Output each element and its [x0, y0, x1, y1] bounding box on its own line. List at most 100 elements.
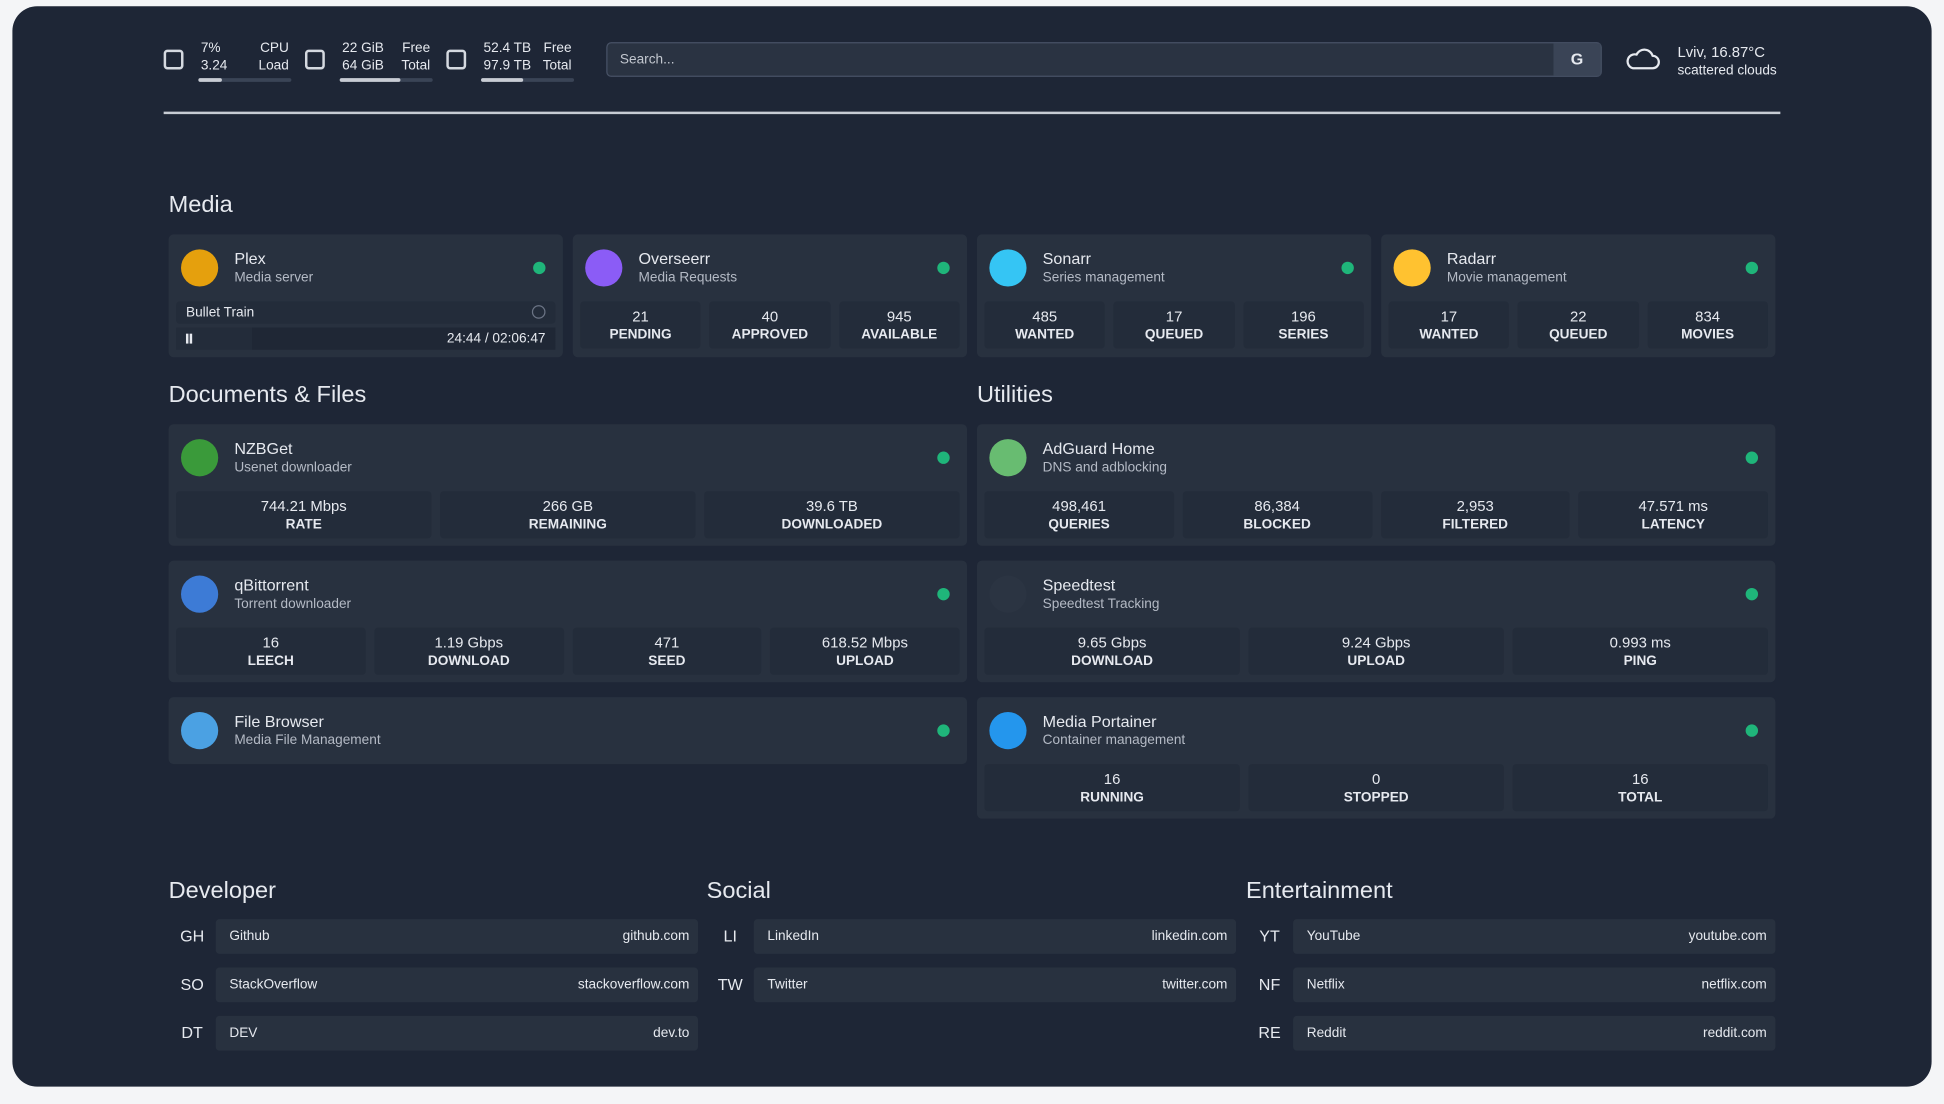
service-name: Speedtest: [1042, 574, 1116, 594]
service-card[interactable]: Sonarr Series management 485 WANTED 17 QUEUED…: [976, 234, 1372, 358]
resource-bar: [198, 78, 292, 82]
field-label: BLOCKED: [1243, 517, 1311, 533]
service-card[interactable]: Overseerr Media Requests 21 PENDING 40 APPROV…: [572, 234, 968, 358]
bookmark-body: Reddit reddit.com: [1293, 1015, 1776, 1051]
service-card[interactable]: Plex Media server Bullet Train 24:44 / 02:0…: [168, 234, 563, 358]
field-value: 16: [262, 633, 280, 652]
service-description: Torrent downloader: [234, 596, 352, 611]
resource-label2: Total: [401, 58, 431, 74]
bookmark-group-title: Developer: [168, 878, 276, 905]
field-value: 16: [1103, 770, 1121, 788]
status-dot: [1341, 261, 1354, 275]
service-card[interactable]: qBittorrent Torrent downloader 16 LEECH 1.19…: [168, 560, 968, 683]
field: 16 RUNNING: [984, 764, 1240, 812]
bookmark-abbr: LI: [723, 926, 737, 946]
field-value: 2,953: [1456, 497, 1494, 515]
field: 21 PENDING: [580, 301, 701, 349]
service-text: Overseerr Media Requests: [638, 249, 737, 287]
bookmark[interactable]: GH Github github.com: [169, 919, 699, 954]
field-label: UPLOAD: [1347, 653, 1405, 669]
settings-icon[interactable]: [531, 305, 546, 319]
field-label: FILTERED: [1442, 517, 1509, 533]
bookmark[interactable]: YT YouTube youtube.com: [1246, 919, 1776, 954]
service-icon: [181, 575, 219, 613]
bookmark[interactable]: TW Twitter twitter.com: [707, 967, 1237, 1003]
weather-condition: scattered clouds: [1677, 63, 1777, 79]
resource-value: 22 GiB: [342, 40, 384, 56]
field-value: 266 GB: [542, 497, 594, 515]
field-value: 471: [654, 633, 680, 652]
service-icon: [181, 439, 219, 477]
service-fields: 17 WANTED 22 QUEUED 834 MOVIES: [1381, 301, 1775, 356]
resource-icon: [163, 49, 184, 70]
service-icon: [181, 711, 219, 750]
resource-label: Free: [402, 40, 431, 56]
field: 16 LEECH: [176, 627, 366, 675]
service-card[interactable]: Radarr Movie management 17 WANTED 22 QUEUED 83…: [1381, 234, 1776, 358]
status-dot: [937, 724, 950, 737]
resource-icon: [446, 49, 467, 70]
bookmark-abbr: GH: [180, 926, 205, 946]
field-label: WANTED: [1015, 327, 1075, 343]
service-description: Speedtest Tracking: [1042, 596, 1160, 611]
resource-value: 52.4 TB: [483, 40, 532, 56]
service-fields: 16 LEECH 1.19 Gbps DOWNLOAD 471 SEED 618.52 Mb…: [169, 627, 967, 683]
search-placeholder: Search...: [619, 52, 675, 67]
service-fields: 485 WANTED 17 QUEUED 196 SERIES: [977, 301, 1371, 356]
field: 22 QUEUED: [1517, 301, 1639, 349]
bookmark-body: Twitter twitter.com: [753, 967, 1237, 1003]
service-fields: 9.65 Gbps DOWNLOAD 9.24 Gbps UPLOAD 0.993 ms…: [977, 627, 1775, 683]
field-label: DOWNLOAD: [1071, 653, 1154, 669]
now-playing: Bullet Train 24:44 / 02:06:47: [169, 301, 563, 357]
resource-bar: [481, 78, 575, 82]
field-label: LATENCY: [1641, 517, 1705, 533]
field: 9.24 Gbps UPLOAD: [1248, 627, 1504, 675]
service-description: Media server: [234, 269, 314, 285]
service-card[interactable]: AdGuard Home DNS and adblocking 498,461 QUE…: [976, 424, 1776, 546]
service-header: Sonarr Series management: [977, 234, 1371, 301]
bookmark[interactable]: DT DEV dev.to: [169, 1015, 699, 1051]
pause-icon[interactable]: [185, 333, 193, 344]
service-card[interactable]: Media Portainer Container management 16 RUN…: [976, 697, 1776, 819]
search-box[interactable]: Search... G: [606, 42, 1602, 77]
service-name: Plex: [234, 248, 266, 268]
status-dot: [1745, 261, 1759, 275]
service-name: Radarr: [1446, 248, 1497, 268]
field: 47.571 ms LATENCY: [1578, 491, 1768, 539]
field-label: DOWNLOAD: [427, 653, 510, 669]
service-grid: Plex Media server Bullet Train 24:44 / 02:0…: [168, 234, 1776, 358]
dashboard: [12, 6, 1932, 1087]
resource-value2: 97.9 TB: [483, 58, 532, 74]
bookmark[interactable]: LI LinkedIn linkedin.com: [707, 919, 1237, 954]
bookmark-body: DEV dev.to: [215, 1015, 699, 1051]
field-label: RUNNING: [1080, 790, 1144, 806]
resource-label: Free: [543, 40, 572, 56]
service-header: Radarr Movie management: [1381, 234, 1775, 301]
field-value: 744.21 Mbps: [260, 497, 347, 515]
field-label: QUEUED: [1549, 327, 1608, 343]
service-card[interactable]: File Browser Media File Management: [168, 697, 968, 765]
bookmark-name: YouTube: [1306, 929, 1361, 944]
field-value: 86,384: [1254, 497, 1300, 515]
service-description: DNS and adblocking: [1042, 459, 1168, 475]
weather-icon: [1626, 48, 1660, 70]
bookmark[interactable]: NF Netflix netflix.com: [1246, 967, 1776, 1003]
field: 266 GB REMAINING: [440, 491, 696, 539]
service-card[interactable]: Speedtest Speedtest Tracking 9.65 Gbps DOWN…: [976, 560, 1776, 683]
service-card[interactable]: NZBGet Usenet downloader 744.21 Mbps RATE 26…: [168, 424, 968, 546]
search-button[interactable]: G: [1553, 43, 1601, 76]
service-description: Container management: [1042, 732, 1186, 748]
service-name: NZBGet: [234, 438, 293, 458]
service-fields: 21 PENDING 40 APPROVED 945 AVAILABLE: [573, 301, 967, 356]
bookmark[interactable]: SO StackOverflow stackoverflow.com: [169, 967, 699, 1003]
resource: 7% 3.24 CPU Load: [198, 40, 292, 82]
now-playing-progress-row: 24:44 / 02:06:47: [176, 327, 556, 350]
field-label: MOVIES: [1681, 327, 1735, 343]
bookmark[interactable]: RE Reddit reddit.com: [1246, 1015, 1776, 1051]
status-dot: [1745, 587, 1759, 601]
bookmark-url: dev.to: [653, 1025, 690, 1041]
bookmark-abbr: YT: [1259, 926, 1280, 946]
status-dot: [1745, 724, 1759, 737]
service-text: qBittorrent Torrent downloader: [234, 575, 351, 613]
